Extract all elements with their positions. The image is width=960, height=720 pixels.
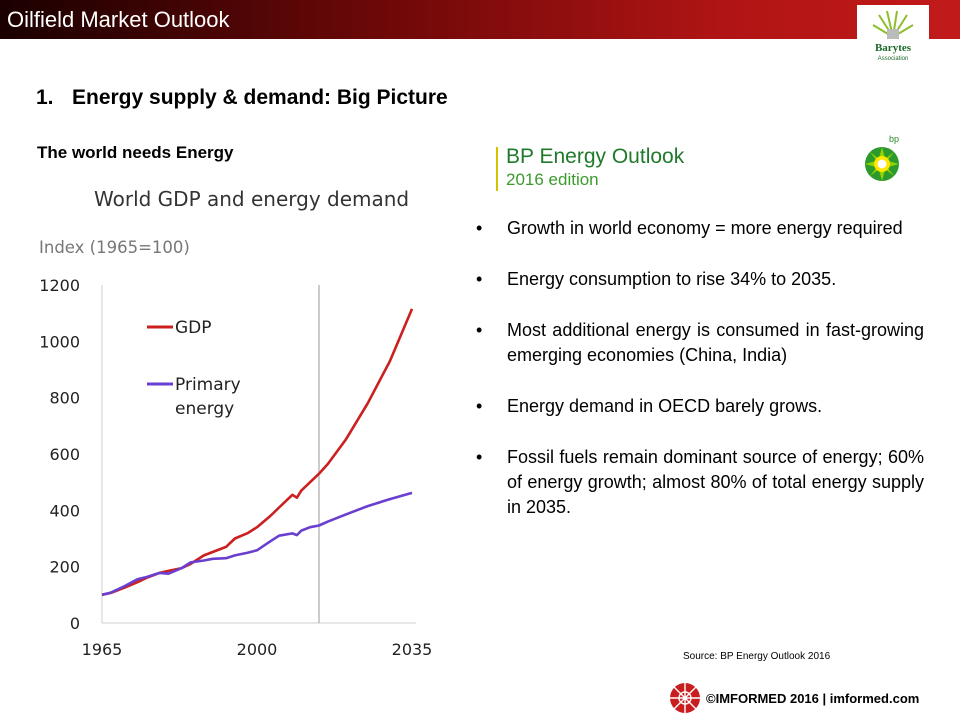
bullet-item: • Most additional energy is consumed in f… <box>472 318 924 368</box>
bullet-text: Energy consumption to rise 34% to 2035. <box>507 269 837 289</box>
bp-outlook-header: BP Energy Outlook 2016 edition <box>496 145 726 195</box>
chart-title: World GDP and energy demand <box>94 187 409 211</box>
bullet-list: • Growth in world economy = more energy r… <box>472 216 924 546</box>
chart-svg: World GDP and energy demand Index (1965=… <box>39 187 432 659</box>
legend-label-primary-energy: Primary energy <box>175 375 241 419</box>
bullet-item: • Growth in world economy = more energy r… <box>472 216 924 241</box>
series-line-gdp <box>101 308 414 597</box>
footer: ©IMFORMED 2016 | imformed.com <box>669 682 939 716</box>
bp-edition: 2016 edition <box>506 170 599 189</box>
bp-helios-logo: bp <box>862 132 902 184</box>
bullet-dot: • <box>476 396 483 416</box>
header-bar: Oilfield Market Outlook <box>0 0 960 39</box>
logo-text-top: Barytes <box>875 42 912 54</box>
series-line-primary-energy <box>101 491 413 597</box>
section-heading: 1. Energy supply & demand: Big Picture <box>36 86 448 110</box>
source-note: Source: BP Energy Outlook 2016 <box>683 651 831 662</box>
bullet-item: • Fossil fuels remain dominant source of … <box>472 445 924 520</box>
section-number: 1. <box>36 86 54 109</box>
y-tick-label: 0 <box>70 614 80 633</box>
x-tick-label: 2000 <box>237 640 278 659</box>
footer-text: ©IMFORMED 2016 | imformed.com <box>706 691 920 706</box>
header-title: Oilfield Market Outlook <box>7 7 230 32</box>
bullet-dot: • <box>476 320 483 340</box>
chart-lines <box>101 308 414 597</box>
y-tick-label: 400 <box>49 501 80 520</box>
bullet-dot: • <box>476 447 483 467</box>
y-tick-label: 600 <box>49 445 80 464</box>
subheading: The world needs Energy <box>37 143 234 162</box>
y-tick-label: 800 <box>49 389 80 408</box>
section-title: Energy supply & demand: Big Picture <box>72 86 448 109</box>
barytes-association-logo: Barytes Association <box>857 5 929 67</box>
chart-ylabel: Index (1965=100) <box>39 238 190 257</box>
bp-title: BP Energy Outlook <box>506 145 685 168</box>
x-tick-label: 1965 <box>82 640 123 659</box>
logo-text-bottom: Association <box>878 56 909 62</box>
bp-rule <box>496 147 498 191</box>
bullet-item: • Energy consumption to rise 34% to 2035. <box>472 267 924 292</box>
gdp-energy-chart: World GDP and energy demand Index (1965=… <box>30 180 450 670</box>
imformed-logo-icon <box>669 682 701 714</box>
bullet-text: Energy demand in OECD barely grows. <box>507 396 823 416</box>
chart-legend: GDP Primary energy <box>147 318 241 419</box>
bullet-item: • Energy demand in OECD barely grows. <box>472 394 924 419</box>
y-tick-label: 200 <box>49 558 80 577</box>
bullet-text: Fossil fuels remain dominant source of e… <box>507 447 924 517</box>
bp-logo-text: bp <box>889 134 899 144</box>
y-tick-label: 1200 <box>39 276 80 295</box>
bullet-text: Growth in world economy = more energy re… <box>507 218 903 238</box>
bullet-text: Most additional energy is consumed in fa… <box>507 320 924 365</box>
chart-axes <box>101 285 416 624</box>
x-tick-label: 2035 <box>392 640 433 659</box>
legend-label-gdp: GDP <box>175 318 212 338</box>
bullet-dot: • <box>476 269 483 289</box>
y-tick-label: 1000 <box>39 332 80 351</box>
chart-ticks: 0 200 400 600 800 1000 1200 1965 2000 2035 <box>39 276 432 659</box>
bullet-dot: • <box>476 218 483 238</box>
